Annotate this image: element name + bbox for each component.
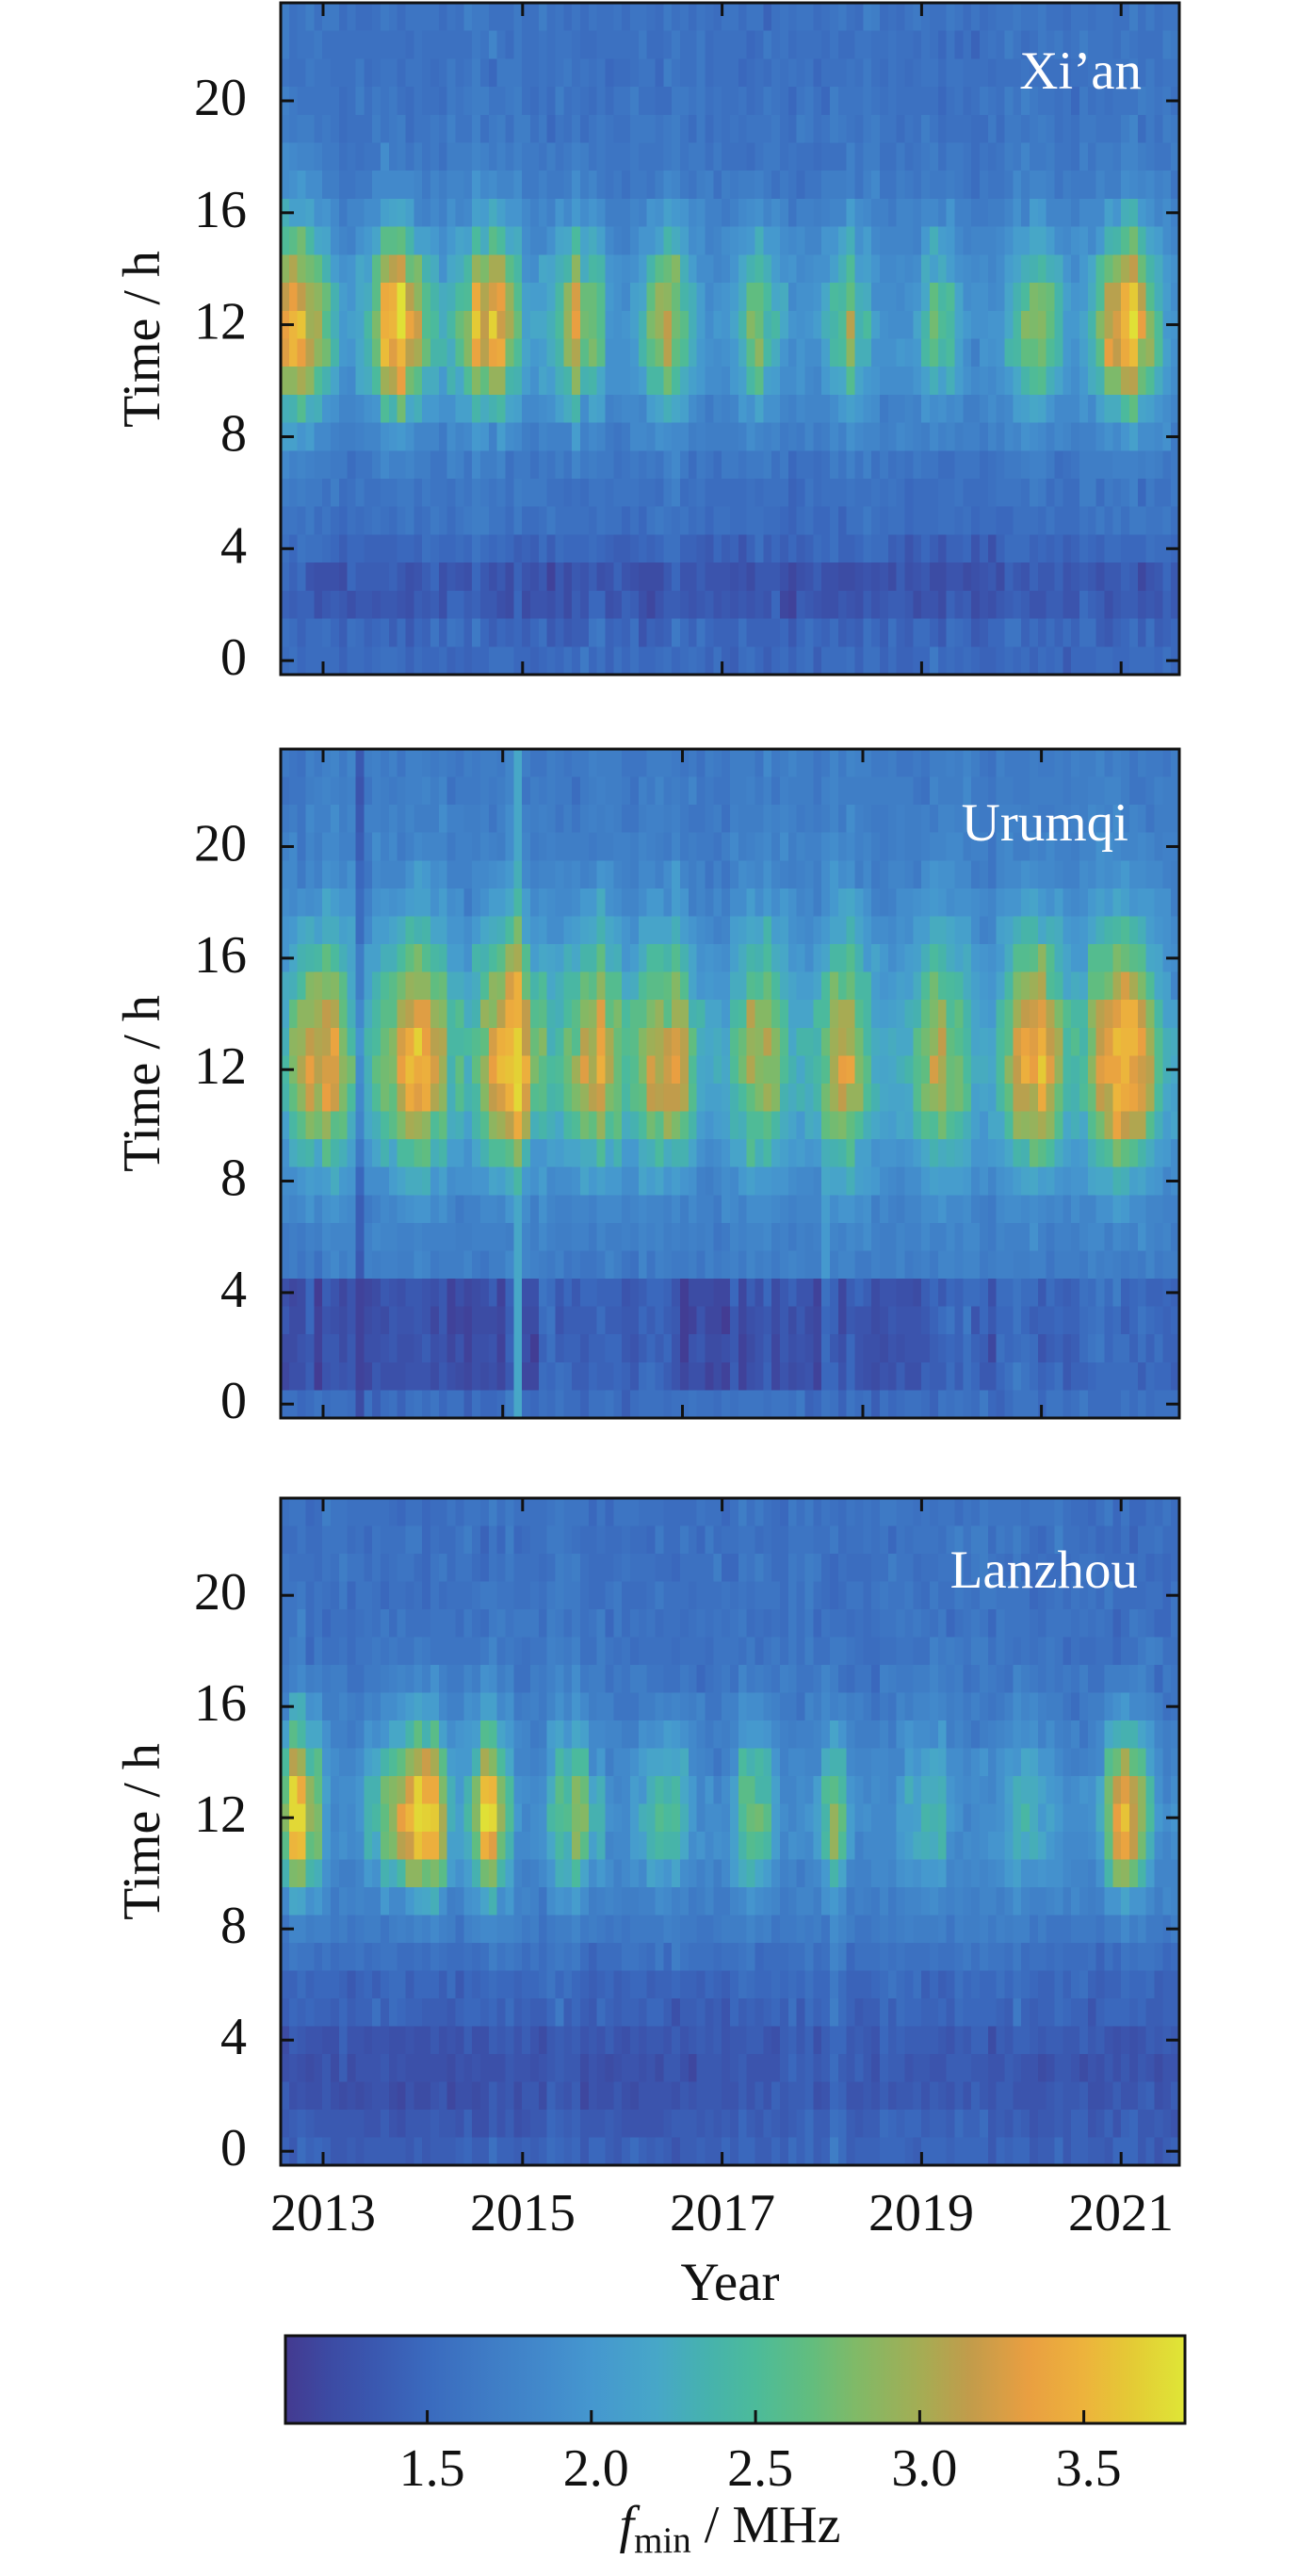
svg-text:Time / h: Time / h [113,251,171,428]
svg-text:0: 0 [220,1372,247,1430]
svg-text:3.5: 3.5 [1056,2439,1122,2498]
svg-text:2013: 2013 [270,2184,376,2242]
svg-text:Year: Year [680,2253,779,2312]
svg-text:0: 0 [220,2119,247,2177]
svg-text:Time / h: Time / h [113,1743,171,1920]
svg-text:Xi’an: Xi’an [1019,41,1142,101]
svg-text:16: 16 [194,926,247,985]
svg-text:Urumqi: Urumqi [962,793,1128,853]
svg-text:20: 20 [194,69,247,127]
svg-text:8: 8 [220,405,247,464]
svg-text:Lanzhou: Lanzhou [950,1541,1138,1600]
svg-text:16: 16 [194,1674,247,1733]
svg-text:20: 20 [194,815,247,873]
svg-text:12: 12 [194,1785,247,1844]
svg-text:8: 8 [220,1149,247,1208]
svg-text:2021: 2021 [1068,2184,1174,2242]
svg-text:4: 4 [220,2008,247,2066]
svg-text:8: 8 [220,1897,247,1955]
svg-text:fmin / MHz: fmin / MHz [620,2496,841,2561]
svg-text:2017: 2017 [670,2184,775,2242]
svg-text:12: 12 [194,1037,247,1096]
svg-text:3.0: 3.0 [891,2439,957,2498]
svg-text:12: 12 [194,293,247,351]
svg-text:4: 4 [220,1261,247,1319]
svg-text:20: 20 [194,1563,247,1622]
svg-text:2019: 2019 [868,2184,974,2242]
svg-text:2015: 2015 [470,2184,576,2242]
svg-text:4: 4 [220,516,247,575]
svg-text:Time / h: Time / h [113,995,171,1172]
svg-text:16: 16 [194,181,247,239]
svg-text:2.5: 2.5 [727,2439,793,2498]
svg-text:1.5: 1.5 [399,2439,465,2498]
svg-text:2.0: 2.0 [563,2439,629,2498]
svg-text:0: 0 [220,628,247,687]
